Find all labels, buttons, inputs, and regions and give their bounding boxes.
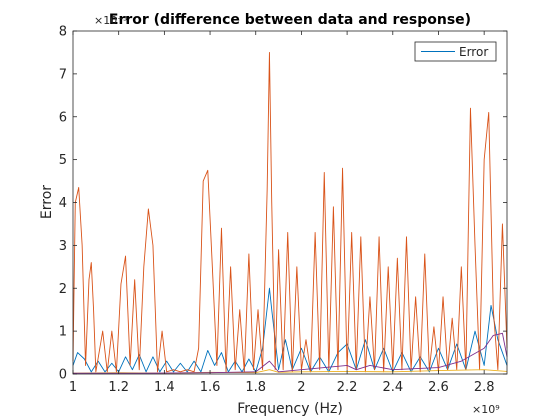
y-tick-label: 5	[59, 153, 67, 168]
x-tick-label: 1.4	[154, 380, 175, 395]
series-line-1	[72, 287, 508, 373]
x-tick-label: 1	[69, 380, 77, 395]
x-tick-label: 2.2	[337, 380, 358, 395]
chart-title: Error (difference between data and respo…	[109, 12, 471, 28]
x-tick-label: 2.8	[474, 380, 495, 395]
legend: Error	[414, 41, 497, 62]
legend-entry-error: Error	[459, 45, 488, 59]
plot-frame	[72, 30, 508, 375]
x-tick-label: 1.2	[108, 380, 129, 395]
plot-area	[73, 31, 507, 374]
y-tick-label: 4	[59, 196, 67, 211]
y-tick-label: 2	[59, 282, 67, 297]
x-axis-exponent: ×10⁹	[472, 403, 500, 416]
y-tick-label: 7	[59, 67, 67, 82]
y-tick-label: 6	[59, 110, 67, 125]
y-tick-label: 8	[59, 25, 67, 40]
series-line-2	[72, 51, 508, 373]
x-tick-label: 2.6	[428, 380, 449, 395]
legend-box	[414, 41, 497, 62]
y-tick-label: 3	[59, 239, 67, 254]
y-tick-label: 1	[59, 325, 67, 340]
x-tick-label: 1.8	[245, 380, 266, 395]
x-tick-label: 2	[297, 380, 305, 395]
series-line-4	[73, 332, 508, 374]
x-tick-label: 1.6	[200, 380, 221, 395]
x-axis-label: Frequency (Hz)	[237, 401, 343, 417]
y-axis-label: Error	[39, 185, 55, 219]
x-tick-label: 2.4	[382, 380, 403, 395]
y-tick-label: 0	[59, 368, 67, 383]
y-axis-exponent: ×10⁻³	[94, 14, 127, 27]
